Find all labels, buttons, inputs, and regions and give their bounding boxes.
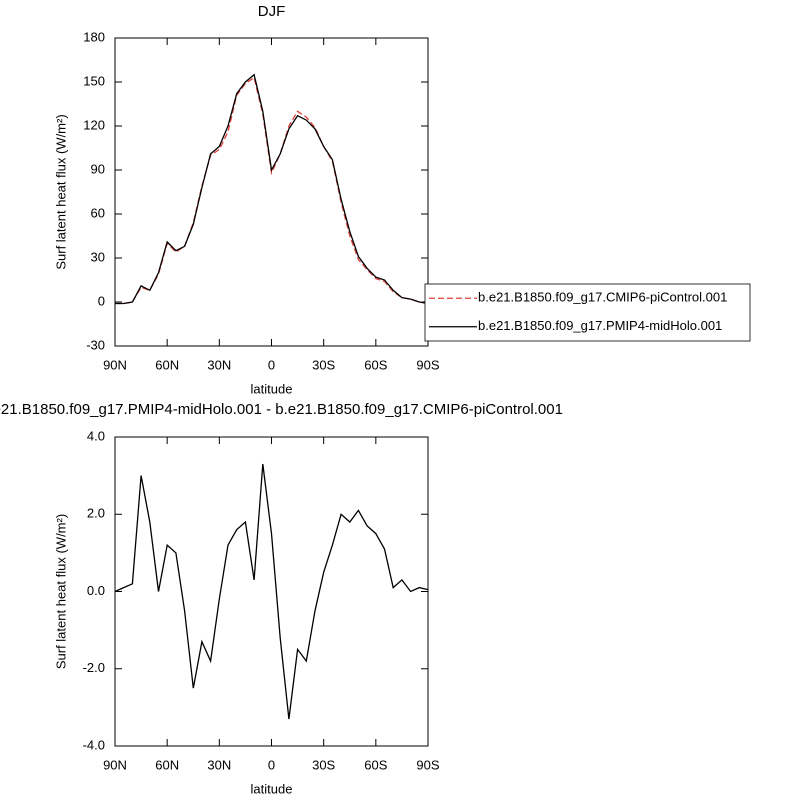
data-line xyxy=(115,73,429,305)
x-axis-label: latitude xyxy=(251,381,293,396)
x-tick-label: 90N xyxy=(103,757,127,772)
y-tick-label: 90 xyxy=(91,161,105,176)
plot-frame xyxy=(114,37,429,347)
x-tick-label: 0 xyxy=(268,357,275,372)
x-tick-label: 60S xyxy=(364,757,387,772)
y-tick-label: 4.0 xyxy=(87,428,105,443)
y-tick-label: 180 xyxy=(83,29,105,44)
y-tick-label: -4.0 xyxy=(83,737,105,752)
y-tick-label: 150 xyxy=(83,73,105,88)
data-line xyxy=(114,463,429,720)
legend-label: b.e21.B1850.f09_g17.CMIP6-piControl.001 xyxy=(478,290,727,305)
y-tick-label: 0 xyxy=(98,293,105,308)
x-axis-label: latitude xyxy=(251,781,293,796)
x-tick-label: 0 xyxy=(268,757,275,772)
x-tick-label: 90N xyxy=(103,357,127,372)
y-tick-label: -30 xyxy=(86,337,105,352)
plot-frame xyxy=(114,436,429,747)
x-tick-label: 30S xyxy=(312,757,335,772)
y-axis-label: Surf latent heat flux (W/m²) xyxy=(53,114,68,269)
x-tick-label: 60S xyxy=(364,357,387,372)
legend-box xyxy=(424,283,751,342)
x-tick-label: 30S xyxy=(312,357,335,372)
chart-title: b.e21.B1850.f09_g17.PMIP4-midHolo.001 - … xyxy=(0,401,563,418)
y-tick-label: -2.0 xyxy=(83,660,105,675)
y-tick-label: 2.0 xyxy=(87,506,105,521)
y-tick-label: 30 xyxy=(91,249,105,264)
chart-title: DJF xyxy=(258,3,286,20)
y-axis-label: Surf latent heat flux (W/m²) xyxy=(53,514,68,669)
x-tick-label: 90S xyxy=(416,357,439,372)
x-tick-label: 60N xyxy=(155,357,179,372)
y-tick-label: 120 xyxy=(83,117,105,132)
data-line xyxy=(115,76,429,305)
legend-label: b.e21.B1850.f09_g17.PMIP4-midHolo.001 xyxy=(478,318,722,333)
y-tick-label: 60 xyxy=(91,205,105,220)
y-tick-label: 0.0 xyxy=(87,583,105,598)
x-tick-label: 30N xyxy=(207,757,231,772)
x-tick-label: 90S xyxy=(416,757,439,772)
x-tick-label: 60N xyxy=(155,757,179,772)
x-tick-label: 30N xyxy=(207,357,231,372)
